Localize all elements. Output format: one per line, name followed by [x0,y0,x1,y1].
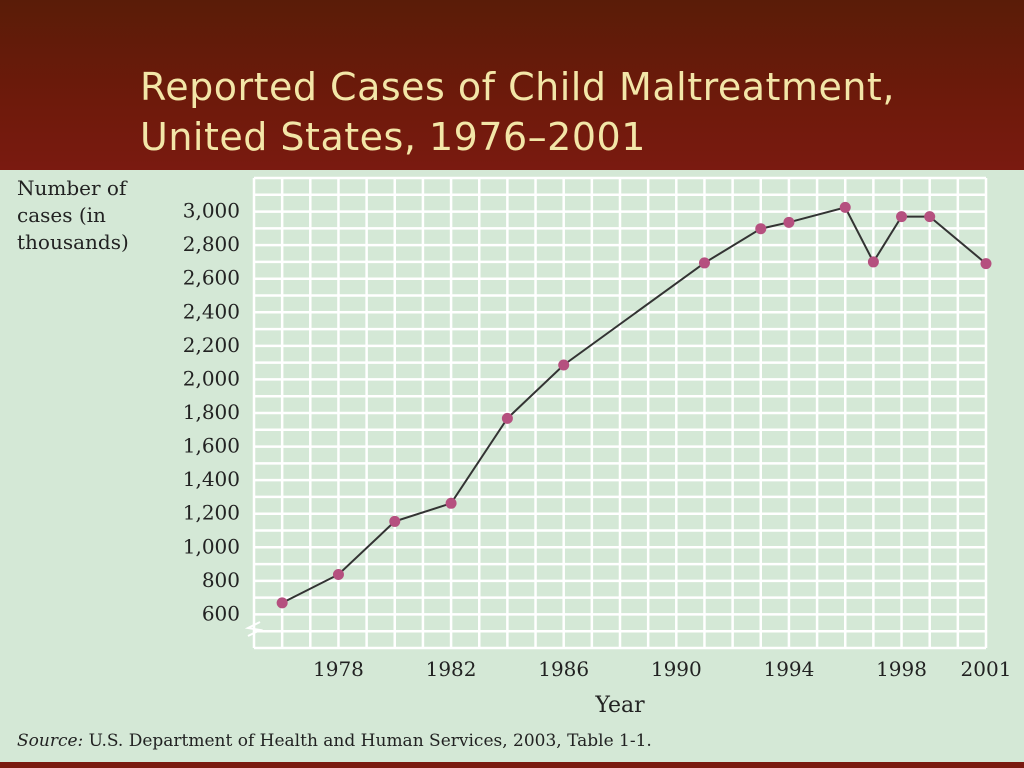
y-tick-label: 1,800 [183,400,240,424]
source-note: Source: U.S. Department of Health and Hu… [17,731,652,751]
y-tick-label: 1,400 [183,467,240,491]
source-label: Source: [17,731,84,751]
data-point [896,211,908,223]
y-tick-label: 2,400 [183,299,240,323]
data-point [332,568,344,580]
y-tick-label: 1,600 [183,434,240,458]
data-point [755,223,767,235]
x-tick-label: 1990 [651,657,702,681]
data-point [501,412,513,424]
x-tick-label: 1986 [538,657,589,681]
line-chart: Number of cases (in thousands) 600 800 1,000 1… [17,176,1012,718]
slide-title-line2: United States, 1976–2001 [140,115,646,159]
y-axis-label: Number of cases (in thousands) [17,176,129,254]
x-tick-label: 1994 [763,657,814,681]
data-point [276,597,288,609]
axis-break-mark [244,621,264,637]
y-tick-label: 800 [202,568,240,592]
x-tick-label: 1978 [313,657,364,681]
data-point [867,256,879,268]
y-tick-label: 2,800 [183,232,240,256]
y-tick-label: 1,000 [183,534,240,558]
y-tick-label: 3,000 [183,199,240,223]
bottom-rule [0,762,1024,768]
data-point [389,515,401,527]
data-point [924,211,936,223]
slide-title: Reported Cases of Child Maltreatment, Un… [140,62,1000,162]
series-line [281,206,987,604]
data-point [783,216,795,228]
data-point [980,258,992,270]
slide-title-line1: Reported Cases of Child Maltreatment, [140,65,895,109]
data-point [839,201,851,213]
x-tick-label: 2001 [961,657,1012,681]
y-tick-label: 600 [202,601,240,625]
x-tick-label: 1982 [426,657,477,681]
y-tick-label: 1,200 [183,501,240,525]
data-point [698,257,710,269]
y-tick-label: 2,200 [183,333,240,357]
data-point [445,497,457,509]
y-tick-label: 2,000 [183,366,240,390]
source-text: U.S. Department of Health and Human Serv… [88,731,652,751]
data-point [558,359,570,371]
y-tick-label: 2,600 [183,266,240,290]
x-axis-label: Year [594,693,645,718]
x-tick-label: 1998 [876,657,927,681]
title-band [0,0,1024,170]
